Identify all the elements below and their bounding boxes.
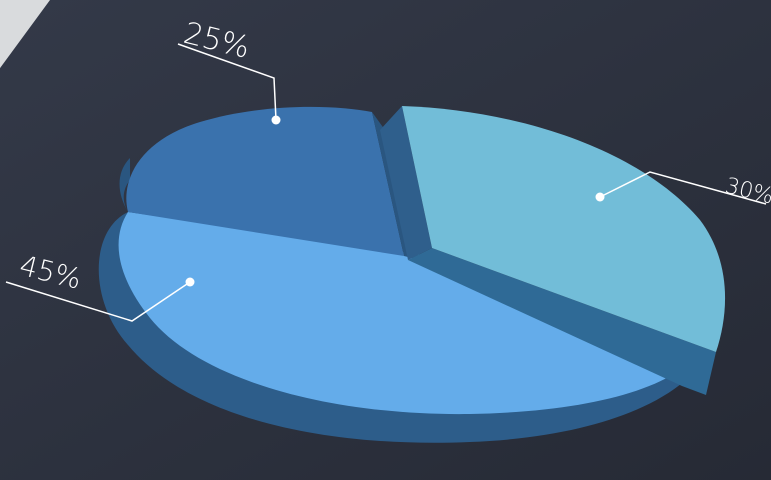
slice-25-top [126, 106, 404, 256]
leader-dot-25 [271, 115, 281, 125]
pie-slice-45 [98, 212, 693, 443]
leader-dot-30 [595, 192, 605, 202]
slice-25-side [119, 158, 130, 212]
slice-45-top [118, 212, 692, 415]
slice-30-top [402, 106, 726, 352]
leader-line-25 [177, 43, 277, 121]
leader-line-45 [5, 281, 191, 322]
pie-slice-30 [380, 106, 726, 395]
leader-dot-45 [185, 277, 195, 287]
slice-30-front-wall [408, 248, 716, 395]
slice-30-inner-wall [380, 106, 432, 260]
leader-line-30 [599, 171, 767, 205]
